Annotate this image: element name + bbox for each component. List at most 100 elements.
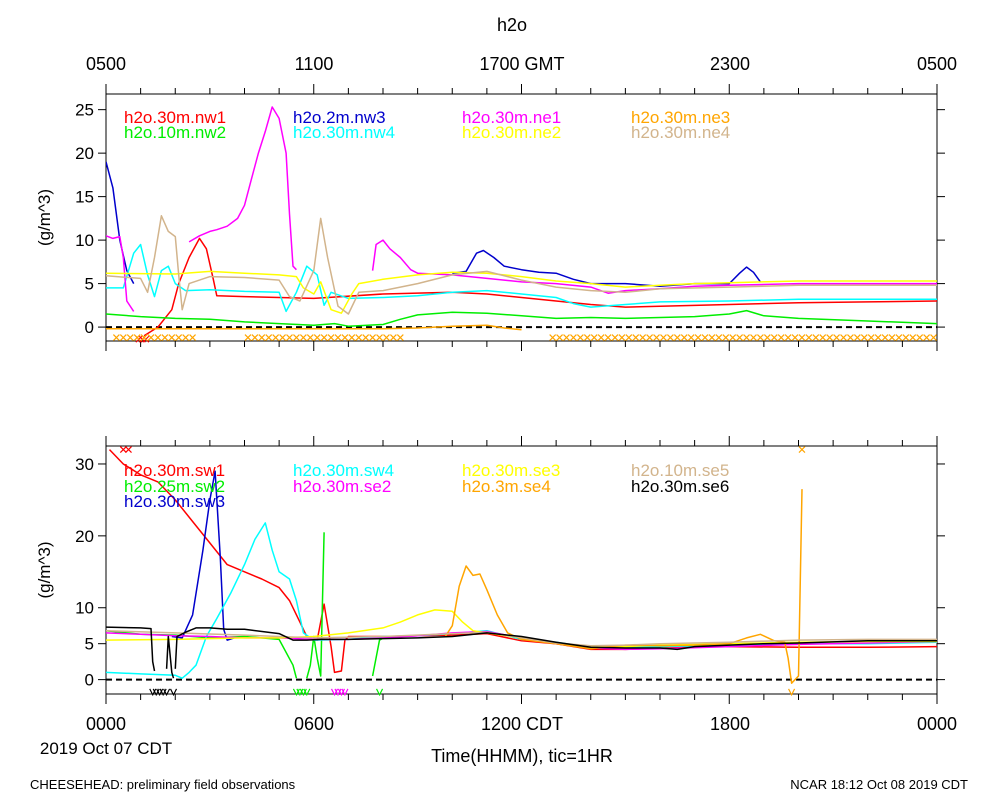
bottom-axis-label: 1200 CDT bbox=[481, 714, 563, 734]
series-line-h2o.30m.ne1 bbox=[106, 235, 135, 312]
out-of-range-marker bbox=[625, 334, 633, 341]
legend-entry: h2o.30m.ne4 bbox=[631, 123, 730, 142]
series-line-h2o.30m.se6 bbox=[174, 627, 937, 669]
out-of-range-marker bbox=[805, 334, 813, 341]
out-of-range-marker bbox=[930, 334, 937, 341]
out-of-range-marker bbox=[320, 334, 328, 341]
out-of-range-marker bbox=[299, 334, 307, 341]
out-of-range-marker bbox=[161, 334, 169, 341]
out-of-range-marker bbox=[701, 334, 709, 341]
out-of-range-marker bbox=[119, 446, 127, 454]
out-of-range-marker bbox=[549, 334, 557, 341]
out-of-range-marker bbox=[715, 334, 723, 341]
series-line-h2o.2m.nw3 bbox=[452, 249, 762, 287]
out-of-range-marker bbox=[784, 334, 792, 341]
series-line-h2o.25m.sw2 bbox=[306, 532, 325, 679]
y-tick-label: 20 bbox=[75, 527, 94, 546]
y-tick-label: 5 bbox=[85, 635, 94, 654]
out-of-range-marker bbox=[639, 334, 647, 341]
out-of-range-marker bbox=[362, 334, 370, 341]
out-of-range-marker bbox=[334, 334, 342, 341]
out-of-range-marker bbox=[272, 334, 280, 341]
out-of-range-marker bbox=[916, 334, 924, 341]
y-tick-label: 20 bbox=[75, 144, 94, 163]
out-of-range-marker bbox=[597, 334, 605, 341]
out-of-range-marker bbox=[119, 334, 127, 341]
out-of-range-marker bbox=[895, 334, 903, 341]
out-of-range-marker bbox=[788, 688, 796, 697]
y-axis-title: (g/m^3) bbox=[35, 541, 54, 598]
out-of-range-marker bbox=[258, 334, 266, 341]
out-of-range-marker bbox=[646, 334, 654, 341]
out-of-range-marker bbox=[840, 334, 847, 341]
y-tick-label: 25 bbox=[75, 101, 94, 120]
figure-title: h2o bbox=[497, 15, 527, 35]
y-tick-label: 10 bbox=[75, 231, 94, 250]
out-of-range-marker bbox=[743, 334, 750, 341]
out-of-range-marker bbox=[112, 334, 120, 341]
out-of-range-marker bbox=[189, 334, 196, 341]
out-of-range-marker bbox=[251, 334, 259, 341]
out-of-range-marker bbox=[126, 334, 134, 341]
out-of-range-marker bbox=[576, 334, 584, 341]
out-of-range-marker bbox=[867, 334, 875, 341]
out-of-range-marker bbox=[604, 334, 612, 341]
top-axis-label: 2300 bbox=[710, 54, 750, 74]
out-of-range-marker bbox=[770, 334, 778, 341]
legend-entry: h2o.30m.ne3 bbox=[631, 108, 730, 127]
bottom-axis-label: 1800 bbox=[710, 714, 750, 734]
legend-entry: h2o.30m.se2 bbox=[293, 477, 391, 496]
out-of-range-marker bbox=[125, 446, 132, 454]
out-of-range-marker bbox=[694, 334, 702, 341]
out-of-range-marker bbox=[632, 334, 640, 341]
out-of-range-marker bbox=[777, 334, 785, 341]
date-label: 2019 Oct 07 CDT bbox=[40, 739, 172, 758]
out-of-range-marker bbox=[168, 334, 176, 341]
bottom-axis-label: 0000 bbox=[917, 714, 957, 734]
out-of-range-marker bbox=[791, 334, 799, 341]
out-of-range-marker bbox=[563, 334, 570, 341]
series-line-h2o.25m.sw2 bbox=[371, 635, 387, 677]
bottom-axis-label: 0000 bbox=[86, 714, 126, 734]
legend-entry: h2o.30m.se6 bbox=[631, 477, 729, 496]
out-of-range-marker bbox=[881, 334, 889, 341]
out-of-range-marker bbox=[133, 334, 141, 341]
out-of-range-marker bbox=[611, 334, 619, 341]
out-of-range-marker bbox=[923, 334, 931, 341]
out-of-range-marker bbox=[888, 334, 896, 341]
out-of-range-marker bbox=[163, 688, 171, 697]
series-line-h2o.30m.ne2 bbox=[106, 270, 937, 314]
out-of-range-marker bbox=[244, 334, 252, 341]
out-of-range-marker bbox=[909, 334, 917, 341]
out-of-range-marker bbox=[355, 334, 363, 341]
legend-entry: h2o.30m.nw1 bbox=[124, 108, 226, 127]
out-of-range-marker bbox=[286, 334, 293, 341]
series-line-h2o.30m.nw1 bbox=[143, 237, 937, 337]
out-of-range-marker bbox=[182, 334, 190, 341]
out-of-range-marker bbox=[729, 334, 737, 341]
legend-entry: h2o.10m.se5 bbox=[631, 461, 729, 480]
out-of-range-marker bbox=[798, 334, 806, 341]
out-of-range-marker bbox=[140, 334, 148, 341]
bottom-axis-label: 0600 bbox=[294, 714, 334, 734]
out-of-range-marker bbox=[618, 334, 626, 341]
out-of-range-marker bbox=[154, 334, 162, 341]
out-of-range-marker bbox=[833, 334, 841, 341]
out-of-range-marker bbox=[847, 334, 854, 341]
top-time-axis-labels: 0500 1100 1700 GMT 2300 0500 bbox=[86, 54, 957, 74]
out-of-range-marker bbox=[147, 334, 155, 341]
legend-entry: h2o.30m.sw4 bbox=[293, 461, 394, 480]
legend-entry: h2o.30m.ne1 bbox=[462, 108, 561, 127]
out-of-range-marker bbox=[756, 334, 764, 341]
series-line-h2o.30m.ne1 bbox=[371, 239, 937, 294]
y-tick-label: 10 bbox=[75, 599, 94, 618]
legend-entry: h2o.30m.ne2 bbox=[462, 123, 561, 142]
out-of-range-marker bbox=[396, 334, 404, 341]
series-line-h2o.30m.sw4 bbox=[106, 522, 937, 679]
out-of-range-marker bbox=[389, 334, 397, 341]
series-line-h2o.30m.ne1 bbox=[188, 106, 297, 271]
out-of-range-marker bbox=[590, 334, 598, 341]
out-of-range-marker bbox=[376, 688, 384, 697]
out-of-range-marker bbox=[853, 334, 861, 341]
